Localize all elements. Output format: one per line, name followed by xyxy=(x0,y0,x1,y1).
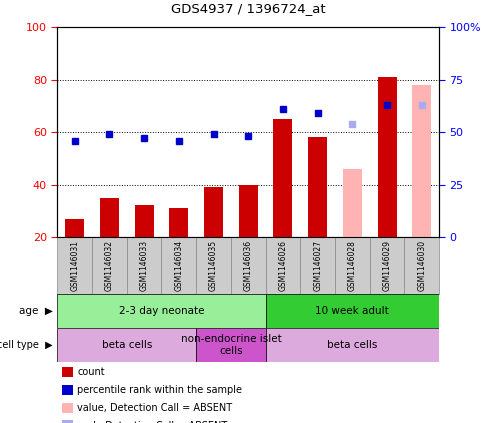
Bar xyxy=(57,328,196,362)
Text: GSM1146028: GSM1146028 xyxy=(348,240,357,291)
Bar xyxy=(412,85,431,237)
Text: GSM1146029: GSM1146029 xyxy=(383,240,392,291)
Bar xyxy=(300,237,335,294)
Text: GSM1146026: GSM1146026 xyxy=(278,240,287,291)
Bar xyxy=(265,294,439,328)
Text: non-endocrine islet
cells: non-endocrine islet cells xyxy=(181,334,281,356)
Bar xyxy=(370,237,404,294)
Text: GSM1146035: GSM1146035 xyxy=(209,240,218,291)
Bar xyxy=(265,328,439,362)
Bar xyxy=(404,237,439,294)
Text: rank, Detection Call = ABSENT: rank, Detection Call = ABSENT xyxy=(77,420,228,423)
Bar xyxy=(265,237,300,294)
Text: 2-3 day neonate: 2-3 day neonate xyxy=(119,306,204,316)
Text: GSM1146034: GSM1146034 xyxy=(174,240,183,291)
Bar xyxy=(92,237,127,294)
Text: age  ▶: age ▶ xyxy=(18,306,52,316)
Bar xyxy=(335,237,370,294)
Bar xyxy=(127,237,162,294)
Text: GSM1146031: GSM1146031 xyxy=(70,240,79,291)
Text: value, Detection Call = ABSENT: value, Detection Call = ABSENT xyxy=(77,403,233,413)
Text: GSM1146032: GSM1146032 xyxy=(105,240,114,291)
Bar xyxy=(196,328,265,362)
Text: beta cells: beta cells xyxy=(102,340,152,350)
Bar xyxy=(239,184,258,237)
Text: cell type  ▶: cell type ▶ xyxy=(0,340,52,350)
Bar xyxy=(65,219,84,237)
Bar xyxy=(196,237,231,294)
Text: GSM1146027: GSM1146027 xyxy=(313,240,322,291)
Text: 10 week adult: 10 week adult xyxy=(315,306,389,316)
Bar xyxy=(231,237,265,294)
Bar xyxy=(273,119,292,237)
Text: count: count xyxy=(77,367,105,377)
Bar xyxy=(162,237,196,294)
Text: GSM1146036: GSM1146036 xyxy=(244,240,253,291)
Bar xyxy=(308,137,327,237)
Bar xyxy=(135,206,154,237)
Text: GSM1146030: GSM1146030 xyxy=(417,240,426,291)
Bar xyxy=(100,198,119,237)
Bar xyxy=(57,294,265,328)
Text: beta cells: beta cells xyxy=(327,340,378,350)
Bar xyxy=(378,77,397,237)
Bar xyxy=(204,187,223,237)
Bar xyxy=(343,169,362,237)
Text: GSM1146033: GSM1146033 xyxy=(140,240,149,291)
Text: GDS4937 / 1396724_at: GDS4937 / 1396724_at xyxy=(171,2,325,15)
Bar xyxy=(57,237,92,294)
Bar xyxy=(169,208,189,237)
Text: percentile rank within the sample: percentile rank within the sample xyxy=(77,385,243,395)
